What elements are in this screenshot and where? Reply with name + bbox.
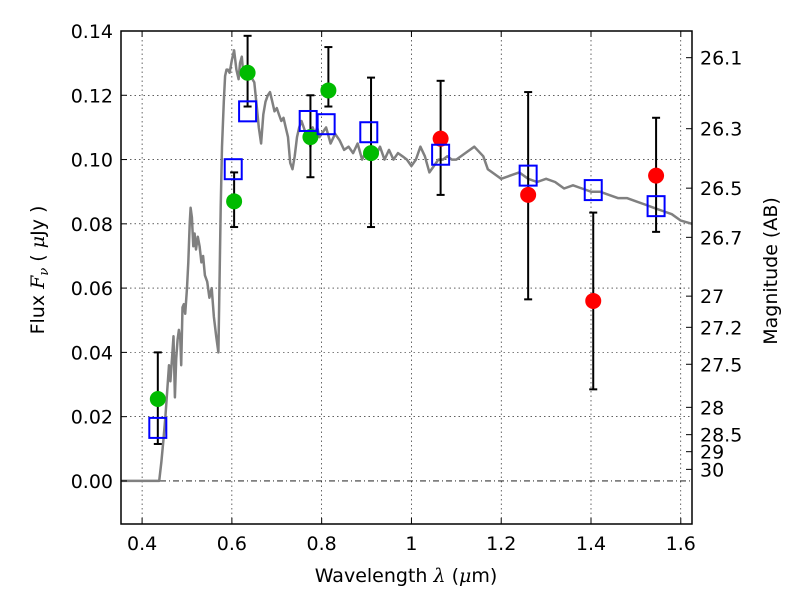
y-tick-label: 0.08 [71, 214, 113, 236]
y-tick-label: 0.04 [71, 342, 113, 364]
model-spectrum-line [121, 49, 693, 483]
y2-tick-label: 27 [700, 286, 724, 308]
green-data-point [226, 193, 243, 210]
y-tick-label: 0.12 [71, 85, 113, 107]
model-photometry-square [518, 164, 538, 187]
y-tick-label: 0.00 [71, 471, 113, 493]
errorbars [153, 34, 661, 445]
y2-tick-label: 26.1 [700, 48, 742, 70]
model-photometry-square [316, 113, 336, 136]
y-tick-label: 0.02 [71, 407, 113, 429]
model-photometry-square [431, 143, 451, 166]
green-data-point [320, 82, 337, 99]
x-axis: 0.4 0.6 0.8 1 1.2 1.4 1.6 [127, 31, 696, 555]
red-data-point [432, 130, 449, 147]
model-photometry-square [148, 416, 168, 439]
model-photometry-square [238, 100, 258, 123]
y2-tick-label: 28.5 [700, 425, 742, 447]
red-data-point [520, 186, 537, 203]
x-tick-label: 0.6 [217, 533, 247, 555]
red-data-point [585, 292, 602, 309]
x-tick-label: 1.2 [486, 533, 516, 555]
x-tick-label: 1 [405, 533, 417, 555]
y2-tick-label: 26.7 [700, 227, 742, 249]
y2-tick-label: 27.5 [700, 354, 742, 376]
red-data-point [648, 167, 665, 184]
green-data-point [302, 129, 319, 146]
x-tick-label: 1.4 [576, 533, 606, 555]
x-tick-label: 0.4 [127, 533, 157, 555]
grid [121, 30, 692, 524]
y2-tick-label: 26.3 [700, 119, 742, 141]
model-photometry-square [646, 195, 666, 218]
x-axis-label: Wavelength λ (μm) [315, 565, 498, 587]
y2-tick-label: 27.2 [700, 317, 742, 339]
model-photometry-square [359, 121, 379, 144]
y2-tick-label: 28 [700, 397, 724, 419]
y2-tick-label: 29 [700, 442, 724, 464]
y2-axis-label: Magnitude (AB) [760, 197, 782, 345]
y2-tick-label: 30 [700, 459, 724, 481]
green-data-point [363, 145, 380, 162]
markers [148, 64, 666, 439]
plot-frame [120, 30, 693, 525]
y-axis-left: 0.00 0.02 0.04 0.06 0.08 0.10 0.12 0.14 [71, 21, 127, 493]
x-tick-label: 1.6 [666, 533, 696, 555]
y-axis-label: Flux Fν ( μJy ) [27, 206, 52, 335]
green-data-point [239, 64, 256, 81]
y2-tick-label: 26.5 [700, 178, 742, 200]
y-tick-label: 0.14 [71, 21, 113, 43]
y-tick-label: 0.06 [71, 278, 113, 300]
model-photometry-square [583, 179, 603, 202]
x-tick-label: 0.8 [307, 533, 337, 555]
y-tick-label: 0.10 [71, 150, 113, 172]
model-photometry-square [223, 158, 243, 181]
green-data-point [149, 390, 166, 407]
